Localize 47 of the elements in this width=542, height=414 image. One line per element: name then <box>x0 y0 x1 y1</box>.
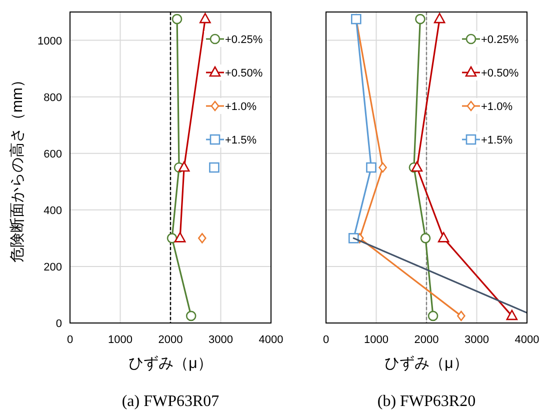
x-tick-label: 2000 <box>158 334 183 346</box>
point <box>434 12 446 24</box>
x-axis-title: ひずみ（μ） <box>128 355 212 372</box>
point <box>186 310 196 322</box>
legend-label: +1.0% <box>225 101 257 113</box>
legend-label: +1.5% <box>225 134 257 146</box>
x-tick-label: 1000 <box>364 334 388 346</box>
point <box>457 310 466 322</box>
point <box>172 14 182 24</box>
point <box>378 162 387 173</box>
legend-label: +1.5% <box>481 134 513 146</box>
x-tick-label: 4000 <box>514 334 540 346</box>
text: (a) FWP63R07 <box>122 393 220 410</box>
y-tick-label: 800 <box>44 92 62 104</box>
y-tick-label: 400 <box>44 204 62 217</box>
y-tick-label: 600 <box>44 148 62 160</box>
legend-label: +0.25% <box>481 34 519 46</box>
x-tick-label: 1000 <box>108 334 132 346</box>
x-tick-label: 2000 <box>414 334 439 346</box>
point <box>415 14 426 24</box>
point <box>209 162 220 173</box>
point <box>428 310 438 322</box>
point <box>506 310 518 320</box>
legend-label: +1.0% <box>481 101 513 113</box>
legend-label: +0.25% <box>225 34 263 46</box>
point <box>166 233 178 244</box>
point <box>198 233 206 244</box>
legend-label: +0.50% <box>225 68 263 80</box>
y-axis-title: 危険断面からの高さ（mm） <box>9 72 26 262</box>
point <box>411 161 423 172</box>
x-axis-title: ひずみ（μ） <box>384 355 468 372</box>
y-tick-label: 1000 <box>38 35 62 48</box>
point <box>178 161 190 172</box>
point <box>366 162 376 173</box>
y-tick-label: 0 <box>56 318 62 330</box>
y-tick-label: 200 <box>44 261 62 274</box>
x-tick-label: 0 <box>66 334 74 346</box>
x-tick-label: 3000 <box>464 334 489 346</box>
x-tick-label: 0 <box>322 334 330 346</box>
x-tick-label: 3000 <box>208 334 233 346</box>
text: (b) FWP63R20 <box>377 393 476 410</box>
point <box>420 233 431 244</box>
point <box>200 12 211 24</box>
x-tick-label: 4000 <box>258 334 284 346</box>
legend-label: +0.50% <box>481 68 519 80</box>
point <box>174 232 186 242</box>
point <box>438 232 450 242</box>
